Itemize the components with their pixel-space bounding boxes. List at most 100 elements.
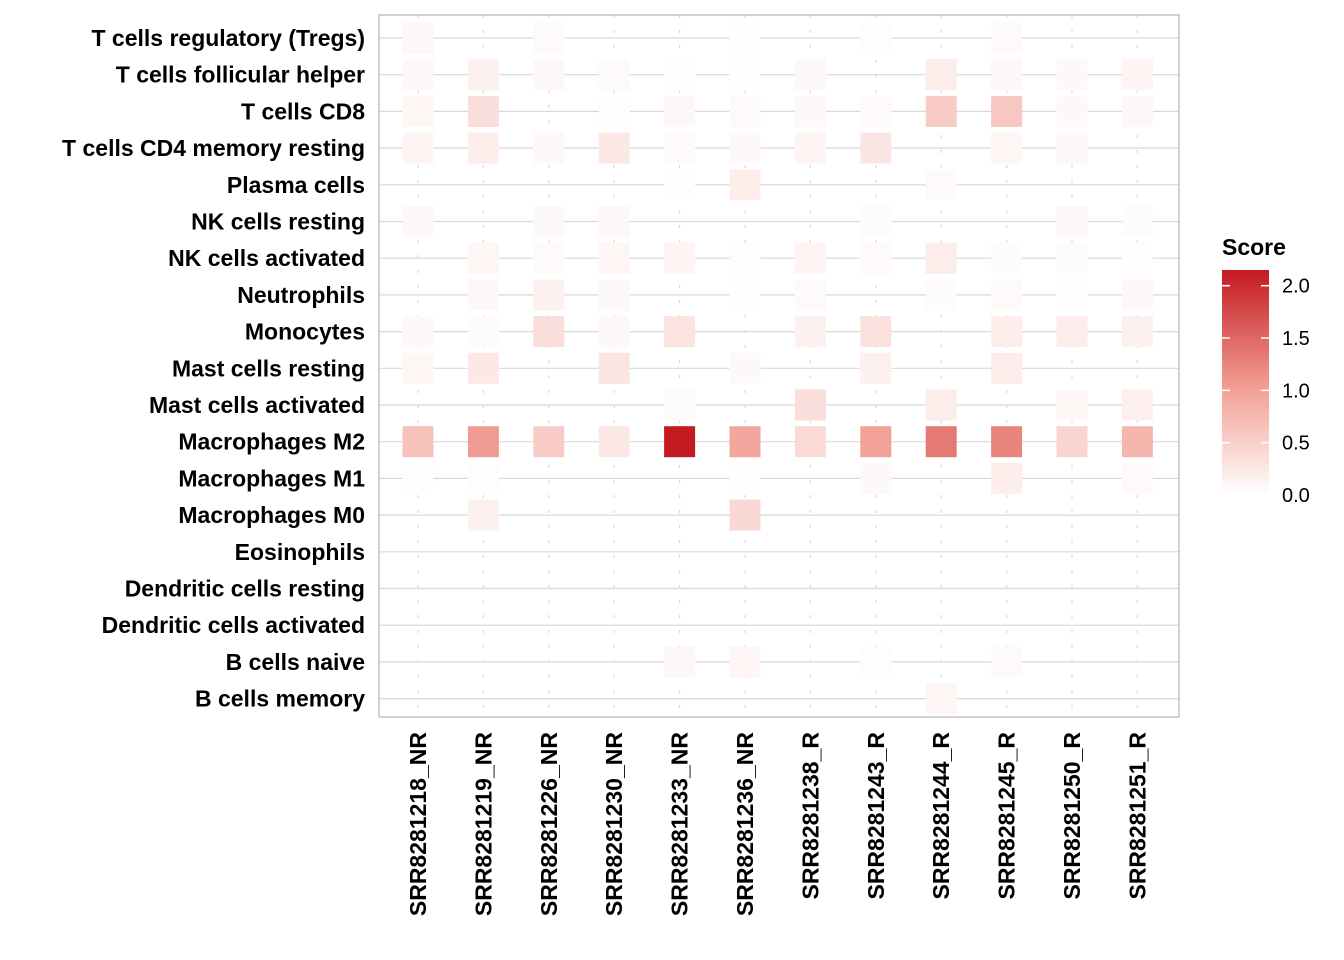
- legend-colorbar: [1222, 270, 1269, 495]
- heatmap-cell: [402, 22, 434, 54]
- heatmap-cell: [533, 132, 565, 164]
- heatmap-cell: [991, 426, 1023, 458]
- heatmap-cell: [860, 462, 892, 494]
- heatmap-cell: [860, 95, 892, 127]
- heatmap-cell: [402, 426, 434, 458]
- heatmap-cell: [991, 352, 1023, 384]
- heatmap-cell: [991, 462, 1023, 494]
- heatmap-cell: [1121, 206, 1153, 237]
- heatmap-cell: [860, 316, 892, 348]
- heatmap-cell: [402, 316, 434, 348]
- heatmap-cell: [925, 59, 957, 91]
- heatmap-cell: [598, 95, 630, 127]
- row-label: Monocytes: [245, 319, 365, 345]
- heatmap-cell: [664, 646, 696, 678]
- heatmap-cell: [598, 316, 630, 348]
- heatmap-cell: [729, 279, 761, 311]
- row-label: Dendritic cells resting: [125, 576, 365, 602]
- row-label: Plasma cells: [227, 172, 365, 198]
- heatmap-cell: [925, 95, 957, 127]
- heatmap-cell: [467, 316, 499, 348]
- column-label: SRR8281218_NR: [405, 732, 431, 917]
- heatmap-cell: [467, 462, 499, 494]
- heatmap-cells: [402, 22, 1153, 715]
- heatmap-cell: [729, 352, 761, 384]
- heatmap-cell: [467, 242, 499, 274]
- legend-tick-label: 0.5: [1282, 433, 1310, 455]
- heatmap-cell: [1056, 316, 1088, 348]
- heatmap-cell: [598, 59, 630, 91]
- legend-tick-label: 1.0: [1282, 380, 1310, 402]
- column-label: SRR8281236_NR: [732, 732, 758, 917]
- heatmap-cell: [598, 206, 630, 237]
- column-label: SRR8281226_NR: [536, 732, 562, 917]
- heatmap-cell: [402, 462, 434, 494]
- heatmap-cell: [467, 279, 499, 311]
- heatmap-cell: [1056, 95, 1088, 127]
- heatmap-cell: [467, 95, 499, 127]
- heatmap-cell: [729, 426, 761, 458]
- heatmap-cell: [794, 316, 826, 348]
- row-label: T cells follicular helper: [116, 62, 365, 88]
- heatmap-cell: [533, 316, 565, 348]
- column-label: SRR8281244_R: [928, 732, 954, 900]
- heatmap-cell: [925, 389, 957, 421]
- heatmap-cell: [402, 95, 434, 127]
- row-label: NK cells activated: [168, 245, 365, 271]
- column-label: SRR8281250_R: [1059, 732, 1085, 900]
- heatmap-cell: [991, 646, 1023, 678]
- heatmap-cell: [1121, 59, 1153, 91]
- row-label: Eosinophils: [235, 539, 365, 565]
- heatmap-cell: [860, 132, 892, 164]
- heatmap-cell: [729, 462, 761, 494]
- heatmap-cell: [991, 132, 1023, 164]
- heatmap-cell: [794, 95, 826, 127]
- row-label: Dendritic cells activated: [102, 612, 365, 638]
- row-label: T cells regulatory (Tregs): [91, 25, 365, 51]
- heatmap-cell: [1056, 206, 1088, 237]
- heatmap-cell: [1056, 132, 1088, 164]
- heatmap-cell: [664, 132, 696, 164]
- heatmap-cell: [664, 169, 696, 201]
- heatmap-cell: [1056, 242, 1088, 274]
- heatmap-cell: [664, 389, 696, 421]
- heatmap-cell: [467, 499, 499, 531]
- heatmap-cell: [598, 242, 630, 274]
- heatmap-cell: [925, 683, 957, 715]
- legend-tick-label: 0.0: [1282, 485, 1310, 507]
- heatmap-cell: [1121, 242, 1153, 274]
- row-label: Mast cells resting: [172, 355, 365, 381]
- row-label: Macrophages M2: [178, 429, 365, 455]
- heatmap-cell: [991, 95, 1023, 127]
- heatmap-cell: [794, 279, 826, 311]
- heatmap-cell: [991, 242, 1023, 274]
- heatmap-cell: [794, 59, 826, 91]
- heatmap-cell: [1056, 389, 1088, 421]
- heatmap-cell: [533, 22, 565, 54]
- heatmap-cell: [402, 352, 434, 384]
- heatmap-cell: [729, 646, 761, 678]
- row-label: NK cells resting: [191, 209, 365, 235]
- legend: Score 0.0 0.5 1.0 1.5 2.0: [1222, 234, 1310, 507]
- grid-lines: [379, 15, 1179, 717]
- heatmap-cell: [402, 132, 434, 164]
- heatmap-cell: [533, 206, 565, 237]
- heatmap-cell: [1056, 59, 1088, 91]
- heatmap-cell: [533, 426, 565, 458]
- heatmap-cell: [794, 132, 826, 164]
- heatmap-cell: [467, 59, 499, 91]
- heatmap-cell: [402, 206, 434, 237]
- heatmap-cell: [991, 279, 1023, 311]
- heatmap-cell: [664, 59, 696, 91]
- heatmap-cell: [860, 426, 892, 458]
- heatmap-cell: [664, 242, 696, 274]
- heatmap-cell: [664, 95, 696, 127]
- heatmap-cell: [925, 242, 957, 274]
- heatmap-cell: [664, 426, 696, 458]
- heatmap-cell: [925, 426, 957, 458]
- heatmap-cell: [925, 169, 957, 201]
- heatmap-cell: [1121, 316, 1153, 348]
- heatmap-cell: [925, 279, 957, 311]
- column-label: SRR8281230_NR: [601, 732, 627, 917]
